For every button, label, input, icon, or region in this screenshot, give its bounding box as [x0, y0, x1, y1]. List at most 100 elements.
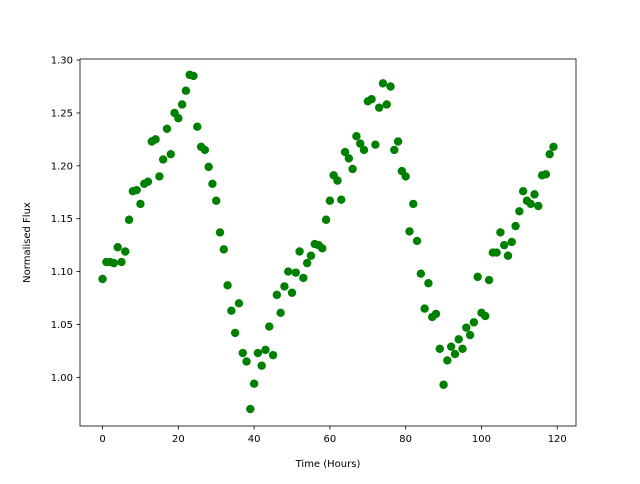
- data-point: [299, 273, 308, 283]
- data-point: [261, 345, 270, 355]
- data-point: [348, 164, 357, 174]
- data-point: [215, 228, 225, 237]
- data-point: [454, 335, 463, 344]
- data-point: [174, 114, 183, 123]
- data-point: [499, 240, 509, 250]
- data-point: [306, 251, 316, 260]
- data-point: [435, 344, 444, 353]
- data-point: [246, 404, 255, 414]
- data-point: [230, 328, 240, 338]
- data-point: [503, 251, 513, 260]
- data-point: [177, 100, 187, 109]
- data-point: [189, 71, 198, 81]
- data-point: [265, 322, 274, 331]
- data-point: [257, 361, 266, 370]
- data-point: [390, 145, 399, 155]
- plot-frame: [79, 58, 577, 427]
- data-point: [371, 140, 380, 149]
- data-point: [439, 380, 448, 389]
- data-point: [143, 177, 153, 186]
- data-point: [450, 349, 460, 359]
- y-tick-label: 1.30: [51, 56, 73, 67]
- y-tick-label: 1.15: [51, 214, 73, 225]
- data-point: [337, 195, 346, 204]
- data-point: [333, 176, 342, 185]
- data-point: [238, 348, 247, 358]
- data-point: [484, 275, 494, 285]
- x-tick-label: 80: [399, 434, 412, 445]
- data-point: [321, 215, 331, 224]
- data-point: [465, 330, 475, 340]
- data-point: [124, 215, 134, 224]
- data-point: [431, 309, 441, 319]
- data-point: [382, 100, 391, 109]
- data-point: [219, 245, 228, 254]
- data-point: [507, 237, 516, 247]
- data-point: [181, 86, 191, 95]
- data-point: [249, 379, 259, 388]
- data-point: [208, 179, 217, 189]
- data-point: [541, 170, 551, 179]
- data-point: [549, 142, 558, 151]
- data-point: [272, 290, 282, 300]
- data-point: [162, 124, 172, 134]
- data-point: [416, 269, 426, 278]
- x-axis-label: Time (Hours): [295, 459, 361, 470]
- data-point: [193, 122, 202, 131]
- data-point: [462, 323, 471, 332]
- data-point: [291, 268, 300, 277]
- data-point: [276, 308, 285, 318]
- data-point: [405, 227, 414, 236]
- data-point: [302, 258, 312, 268]
- y-tick-label: 1.20: [51, 161, 73, 172]
- data-point: [386, 82, 395, 91]
- data-point: [458, 344, 467, 353]
- x-tick-label: 40: [248, 434, 261, 445]
- data-point: [284, 267, 293, 276]
- data-point: [204, 162, 213, 172]
- data-point: [526, 199, 535, 209]
- y-tick-label: 1.10: [51, 267, 73, 278]
- data-point: [378, 79, 388, 88]
- data-point: [253, 348, 263, 358]
- data-point: [113, 243, 122, 252]
- data-point: [287, 288, 297, 297]
- data-point: [469, 318, 479, 327]
- data-point: [367, 94, 376, 104]
- data-point: [443, 356, 452, 365]
- data-point: [234, 299, 244, 308]
- data-point: [242, 357, 251, 366]
- data-point: [158, 155, 168, 164]
- data-point: [352, 132, 361, 141]
- x-tick-label: 100: [472, 434, 491, 445]
- data-point: [515, 207, 524, 216]
- data-point: [374, 103, 384, 112]
- data-point: [117, 257, 126, 267]
- data-point: [280, 282, 289, 291]
- data-point: [492, 248, 501, 257]
- data-point: [401, 172, 410, 181]
- data-point: [121, 247, 130, 256]
- data-point: [136, 199, 145, 209]
- data-point: [473, 272, 482, 282]
- data-point: [481, 311, 490, 321]
- data-point: [109, 258, 119, 268]
- data-point: [155, 172, 164, 181]
- y-tick-label: 1.00: [51, 373, 73, 384]
- data-point: [359, 145, 369, 155]
- y-tick-label: 1.25: [51, 108, 73, 119]
- data-point: [534, 201, 543, 211]
- data-point: [356, 139, 365, 148]
- data-point: [98, 274, 107, 284]
- data-point: [511, 221, 520, 231]
- data-point: [412, 236, 422, 246]
- data-point: [227, 306, 236, 315]
- data-point: [393, 137, 403, 146]
- x-tick-label: 0: [99, 434, 105, 445]
- x-tick-label: 20: [172, 434, 185, 445]
- data-point: [340, 147, 350, 157]
- data-point: [446, 342, 456, 351]
